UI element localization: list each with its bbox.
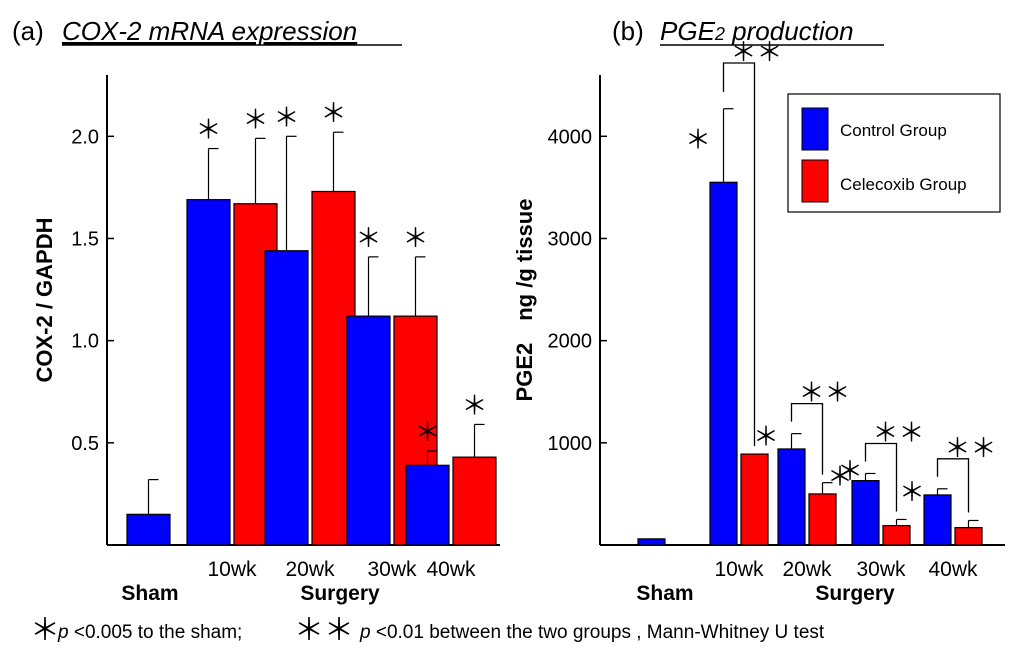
panel-a-star-annotation: ＊ bbox=[320, 98, 346, 128]
panel-b-title: PGE2 production bbox=[660, 16, 854, 46]
panel-b-bar-control bbox=[709, 181, 738, 546]
panel-b-title-main: PGE bbox=[660, 16, 716, 46]
panel-a-ytick-label: 1.0 bbox=[71, 331, 99, 353]
footnote-star-double: ＊＊ bbox=[294, 614, 354, 647]
panel-b-category-label: 30wk bbox=[856, 558, 906, 581]
panel-a-ylabel: COX-2 / GAPDH bbox=[32, 217, 57, 382]
panel-a-title: COX-2 mRNA expression bbox=[62, 16, 357, 46]
panel-a-surgery-label: Surgery bbox=[300, 582, 380, 605]
panel-a-ytick-label: 1.5 bbox=[71, 228, 99, 250]
panel-b-ytick-label: 2000 bbox=[548, 331, 593, 353]
panel-b-double-star-annotation: ＊＊ bbox=[730, 37, 782, 67]
panel-b-category-label: 40wk bbox=[928, 558, 978, 581]
legend: Control Group Celecoxib Group bbox=[787, 93, 1001, 213]
panel-b-double-star-annotation: ＊＊ bbox=[872, 417, 924, 447]
panel-b-bar-control bbox=[777, 448, 806, 546]
panel-a-star-annotation: ＊ bbox=[195, 115, 221, 145]
panel-b-star-annotation: ＊ bbox=[827, 461, 853, 491]
panel-b-star-annotation: ＊ bbox=[837, 456, 863, 486]
panel-a-letter: (a) bbox=[12, 16, 44, 46]
panel-b-double-star-annotation: ＊＊ bbox=[944, 433, 996, 463]
panel-a-star-annotation: ＊ bbox=[414, 417, 440, 447]
panel-b-category-label: 10wk bbox=[714, 558, 764, 581]
legend-swatch-celecoxib bbox=[801, 159, 829, 203]
panel-a-bar-control bbox=[186, 199, 231, 546]
legend-label-celecoxib: Celecoxib Group bbox=[840, 175, 967, 194]
panel-b-bar-celecoxib bbox=[740, 453, 769, 546]
panel-b-bar-celecoxib bbox=[808, 493, 837, 546]
panel-b-significance-bracket bbox=[790, 402, 824, 475]
panel-b-sham-label: Sham bbox=[636, 582, 693, 605]
footnote-part-2: p <0.01 between the two groups , Mann-Wh… bbox=[359, 622, 825, 643]
panel-b-significance-bracket bbox=[936, 458, 970, 513]
footnote-part-1: p <0.005 to the sham; bbox=[57, 622, 242, 643]
panel-b-surgery-label: Surgery bbox=[815, 582, 895, 605]
panel-a-category-label: 20wk bbox=[285, 558, 335, 581]
panel-b-ylabel: PGE2 ng /g tissue bbox=[512, 199, 537, 402]
panel-b-star-annotation: ＊ bbox=[685, 125, 711, 155]
panel-a-star-annotation: ＊ bbox=[242, 104, 268, 134]
panel-b-double-star-annotation: ＊＊ bbox=[798, 378, 850, 408]
panel-b-significance-bracket bbox=[722, 62, 756, 447]
panel-b-title-rest: production bbox=[725, 16, 854, 46]
panel-a-star-annotation: ＊ bbox=[402, 223, 428, 253]
panel-a-bar-control bbox=[126, 513, 171, 546]
panel-b-star-annotation: ＊ bbox=[899, 477, 925, 507]
panel-b-title-sub: 2 bbox=[714, 24, 725, 44]
panel-b-bar-celecoxib bbox=[882, 524, 911, 546]
panel-b-ytick-label: 1000 bbox=[548, 433, 593, 455]
panel-b-bar-control bbox=[851, 480, 880, 546]
panel-b-bar-celecoxib bbox=[954, 527, 983, 546]
panel-b-significance-bracket bbox=[864, 442, 898, 512]
panel-a-bar-control bbox=[264, 250, 309, 546]
footnote-star-single: ＊ bbox=[30, 614, 60, 647]
panel-a-bar-control bbox=[346, 315, 391, 546]
footnote: ＊ p <0.005 to the sham; ＊＊ p <0.01 betwe… bbox=[30, 614, 825, 647]
legend-swatch-control bbox=[801, 107, 829, 151]
legend-label-control: Control Group bbox=[840, 121, 947, 140]
panel-b-ytick-label: 4000 bbox=[548, 126, 593, 148]
panel-a-sham-label: Sham bbox=[121, 582, 178, 605]
panel-b-plot: 1000 2000 3000 4000 10wk 20wk 30wk 40wk Sham Surg… bbox=[548, 37, 1005, 605]
panel-a-bar-control bbox=[405, 464, 450, 546]
panel-a-plot: 0.5 1.0 1.5 2.0 10wk 20wk 30wk 40wk Sham Surgery ＊… bbox=[71, 75, 500, 605]
panel-a-category-label: 10wk bbox=[207, 558, 257, 581]
panel-b-letter: (b) bbox=[612, 16, 644, 46]
panel-a-category-label: 30wk bbox=[367, 558, 417, 581]
panel-a-star-annotation: ＊ bbox=[273, 102, 299, 132]
panel-a-ytick-label: 0.5 bbox=[71, 433, 99, 455]
panel-a-bar-celecoxib bbox=[452, 456, 497, 546]
panel-a-ytick-label: 2.0 bbox=[71, 126, 99, 148]
panel-a-category-label: 40wk bbox=[426, 558, 476, 581]
panel-b-category-label: 20wk bbox=[782, 558, 832, 581]
panel-b-star-annotation: ＊ bbox=[753, 422, 779, 452]
panel-b-bar-control bbox=[637, 538, 666, 546]
panel-b-bar-control bbox=[923, 494, 952, 546]
panel-a-star-annotation: ＊ bbox=[461, 390, 487, 420]
panel-b-ytick-label: 3000 bbox=[548, 228, 593, 250]
panel-a-star-annotation: ＊ bbox=[355, 223, 381, 253]
